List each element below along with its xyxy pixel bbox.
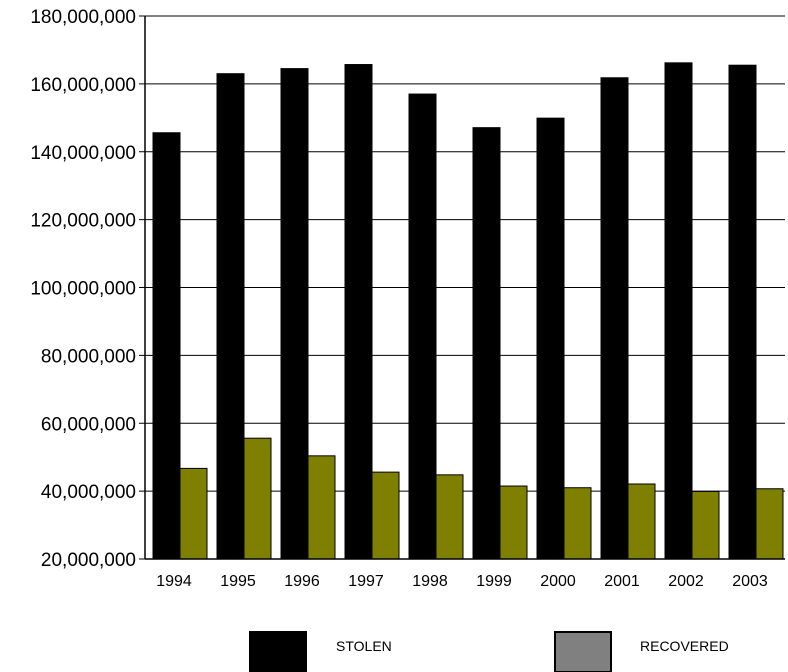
bar-recovered-2000: [563, 487, 592, 560]
bar-stolen-2003: [728, 64, 757, 560]
bar-stolen-1995: [216, 73, 245, 560]
y-tick-label: 160,000,000: [30, 75, 136, 96]
bar-stolen-1996: [280, 68, 309, 560]
y-tick-label: 60,000,000: [41, 414, 136, 435]
bar-recovered-1997: [371, 471, 400, 560]
legend-swatch-recovered: [554, 631, 612, 672]
x-tick-label: 1997: [348, 573, 384, 590]
bar-recovered-2003: [755, 488, 784, 560]
x-axis: 1994 1995 1996 1997 1998 1999 2000 2001 2002 2003: [156, 573, 768, 590]
gridlines: [145, 15, 785, 492]
x-tick-label: 2003: [732, 573, 768, 590]
legend-swatch-stolen: [249, 631, 307, 672]
legend: STOLEN RECOVERED: [249, 631, 729, 672]
x-tick-label: 2001: [604, 573, 640, 590]
bar-stolen-2001: [600, 77, 629, 560]
bar-stolen-1997: [344, 64, 373, 560]
bar-stolen-1998: [408, 93, 437, 560]
y-tick-label: 80,000,000: [41, 346, 136, 367]
x-tick-label: 2000: [540, 573, 576, 590]
y-tick-label: 100,000,000: [30, 279, 136, 300]
x-tick-label: 1999: [476, 573, 512, 590]
x-tick-label: 1996: [284, 573, 320, 590]
x-tick-label: 1998: [412, 573, 448, 590]
x-tick-label: 1995: [220, 573, 256, 590]
legend-label-recovered: RECOVERED: [640, 638, 729, 654]
bar-recovered-2001: [627, 483, 656, 560]
legend-label-stolen: STOLEN: [336, 638, 392, 654]
bar-stolen-2002: [664, 62, 693, 560]
x-tick-label: 1994: [156, 573, 192, 590]
y-tick-label: 40,000,000: [41, 482, 136, 503]
bar-stolen-1999: [472, 127, 501, 560]
bar-recovered-1994: [179, 467, 208, 560]
bar-recovered-1998: [435, 474, 464, 560]
bar-recovered-1995: [243, 437, 272, 560]
y-tick-label: 180,000,000: [30, 7, 136, 28]
y-tick-label: 20,000,000: [41, 550, 136, 571]
y-axis: 20,000,000 40,000,000 60,000,000 80,000,000…: [30, 7, 145, 571]
bar-stolen-2000: [536, 117, 565, 560]
bar-recovered-1996: [307, 455, 336, 560]
bar-recovered-1999: [499, 485, 528, 560]
bar-stolen-1994: [152, 132, 181, 560]
bar-recovered-2002: [691, 490, 720, 560]
y-tick-label: 140,000,000: [30, 143, 136, 164]
x-tick-label: 2002: [668, 573, 704, 590]
bars: [152, 62, 784, 560]
y-tick-label: 120,000,000: [30, 211, 136, 232]
